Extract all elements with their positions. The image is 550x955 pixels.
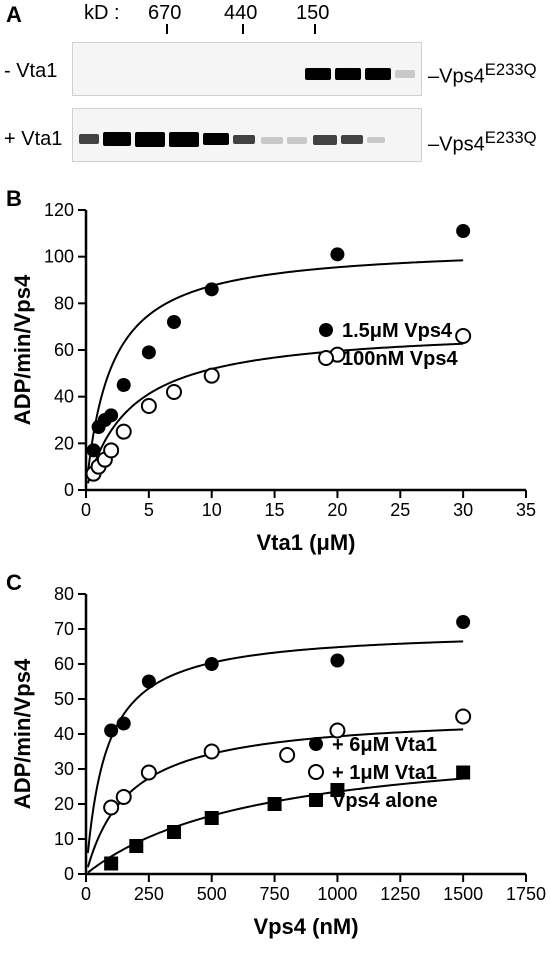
svg-text:0: 0 [81,500,91,520]
gel-row-1-condition: + Vta1 [4,128,62,151]
mw-tick-1 [242,24,244,34]
svg-text:10: 10 [202,500,222,520]
svg-text:10: 10 [54,829,74,849]
gel-row-1 [72,108,422,162]
svg-text:0: 0 [64,480,74,500]
gel-row-0 [72,42,422,96]
svg-text:80: 80 [54,293,74,313]
mw-tick-0 [166,24,168,34]
svg-text:20: 20 [54,433,74,453]
svg-text:80: 80 [54,584,74,604]
svg-text:5: 5 [144,500,154,520]
svg-text:750: 750 [260,884,290,904]
mw-label-1: 440 [224,2,257,25]
svg-text:25: 25 [390,500,410,520]
svg-text:Vps4 alone: Vps4 alone [332,790,438,812]
svg-text:15: 15 [265,500,285,520]
svg-text:120: 120 [44,200,74,220]
svg-text:30: 30 [453,500,473,520]
svg-text:100: 100 [44,247,74,267]
svg-text:40: 40 [54,724,74,744]
gel-row-0-condition: - Vta1 [4,60,57,83]
svg-text:ADP/min/Vps4: ADP/min/Vps4 [10,274,35,425]
svg-text:Vta1 (μM): Vta1 (μM) [256,530,355,555]
panel-a-kd-header: kD : [84,2,120,25]
panel-b-chart: 0 5 10 15 20 25 30 35 0 20 40 60 80 100 120 Vta1 (μM) AD… [6,200,546,570]
svg-text:1.5μM Vps4: 1.5μM Vps4 [342,320,453,342]
svg-text:50: 50 [54,689,74,709]
panel-c-chart: 0 250 500 750 1000 1250 1500 1750 0 10 20 30 40 50 60 7… [6,584,546,954]
svg-text:30: 30 [54,759,74,779]
svg-text:100nM Vps4: 100nM Vps4 [342,348,458,370]
svg-text:250: 250 [134,884,164,904]
mw-label-2: 150 [296,2,329,25]
svg-text:1250: 1250 [380,884,420,904]
svg-text:35: 35 [516,500,536,520]
svg-text:+ 6μM Vta1: + 6μM Vta1 [332,734,437,756]
svg-text:Vps4 (nM): Vps4 (nM) [253,914,358,939]
svg-text:60: 60 [54,654,74,674]
svg-text:500: 500 [197,884,227,904]
gel-row-0-protein: –Vps4E233Q [428,60,537,89]
mw-label-0: 670 [148,2,181,25]
mw-tick-2 [314,24,316,34]
svg-text:70: 70 [54,619,74,639]
svg-text:20: 20 [54,794,74,814]
svg-text:1750: 1750 [506,884,546,904]
panel-a-label: A [6,2,22,28]
svg-text:40: 40 [54,387,74,407]
svg-text:1500: 1500 [443,884,483,904]
svg-text:60: 60 [54,340,74,360]
svg-text:1000: 1000 [317,884,357,904]
svg-text:ADP/min/Vps4: ADP/min/Vps4 [10,658,35,809]
svg-text:+ 1μM Vta1: + 1μM Vta1 [332,762,437,784]
svg-text:0: 0 [64,864,74,884]
gel-row-1-protein: –Vps4E233Q [428,128,537,157]
svg-text:20: 20 [327,500,347,520]
svg-text:0: 0 [81,884,91,904]
